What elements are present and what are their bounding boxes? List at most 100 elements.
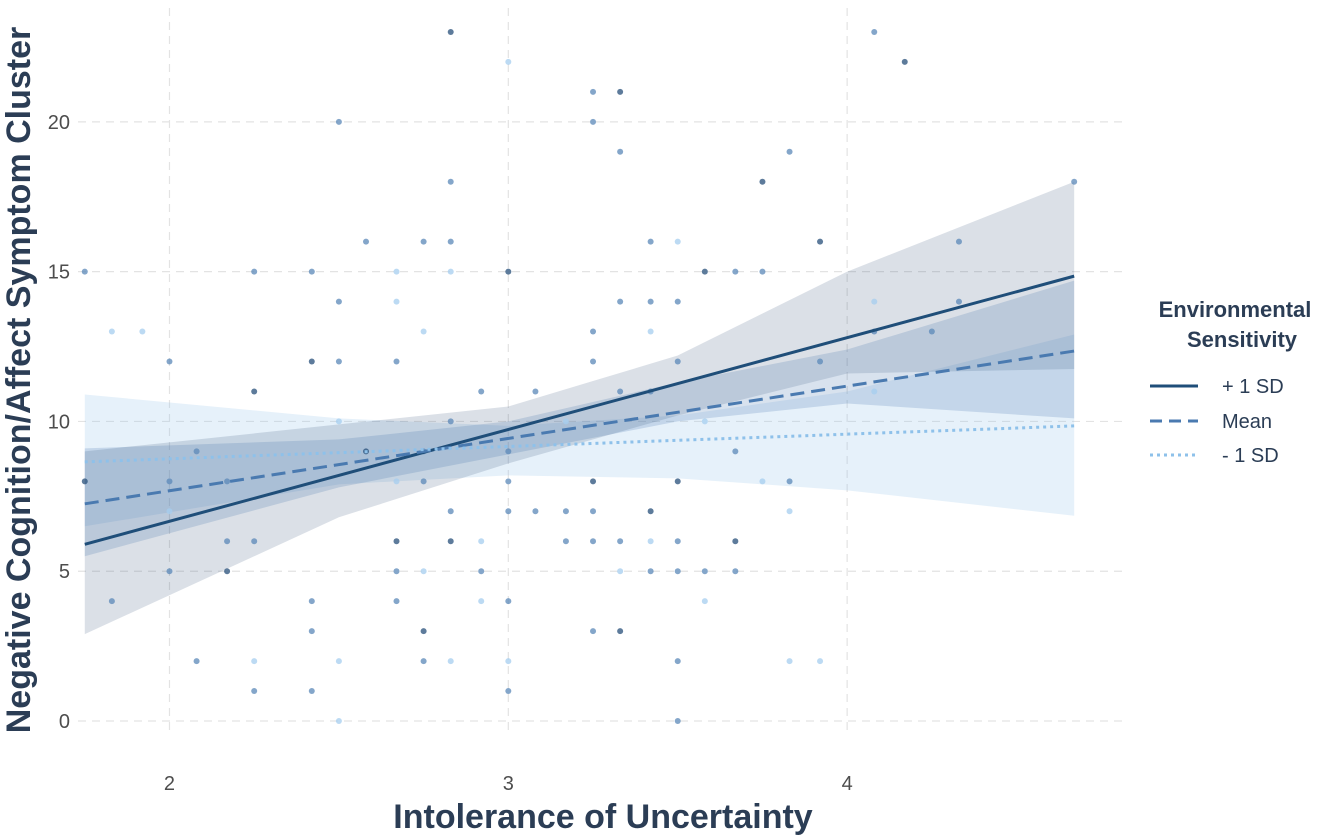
data-point — [447, 178, 454, 185]
x-tick-label: 3 — [503, 773, 514, 795]
legend-label-mean: Mean — [1222, 411, 1272, 433]
data-point — [81, 268, 88, 275]
data-point — [251, 538, 258, 545]
data-point — [108, 598, 115, 605]
data-point — [817, 238, 824, 245]
data-point — [139, 328, 146, 335]
data-point — [420, 568, 427, 575]
data-point — [617, 298, 624, 305]
data-point — [817, 358, 824, 365]
data-point — [759, 478, 766, 485]
data-point — [335, 418, 342, 425]
data-point — [166, 358, 173, 365]
data-point — [505, 58, 512, 65]
data-point — [674, 538, 681, 545]
legend-title-line1: Environmental — [1159, 297, 1312, 322]
data-point — [166, 478, 173, 485]
data-point — [532, 388, 539, 395]
data-points — [81, 28, 1078, 725]
data-point — [617, 148, 624, 155]
data-point — [562, 538, 569, 545]
data-point — [447, 658, 454, 665]
data-point — [901, 58, 908, 65]
data-point — [817, 658, 824, 665]
data-point — [617, 88, 624, 95]
data-point — [871, 28, 878, 35]
data-point — [786, 658, 793, 665]
data-point — [308, 358, 315, 365]
data-point — [871, 388, 878, 395]
y-tick-label: 5 — [59, 561, 70, 583]
data-point — [335, 298, 342, 305]
data-point — [478, 598, 485, 605]
confidence-bands — [84, 181, 1075, 635]
data-point — [224, 538, 231, 545]
data-point — [166, 568, 173, 575]
data-point — [420, 658, 427, 665]
data-point — [505, 688, 512, 695]
data-point — [478, 388, 485, 395]
data-point — [505, 478, 512, 485]
data-point — [674, 568, 681, 575]
x-axis-ticks: 2 3 4 — [164, 773, 853, 795]
data-point — [393, 298, 400, 305]
data-point — [647, 508, 654, 515]
legend-title-line2: Sensitivity — [1187, 327, 1298, 352]
data-point — [251, 688, 258, 695]
data-point — [732, 568, 739, 575]
data-point — [505, 508, 512, 515]
data-point — [617, 388, 624, 395]
data-point — [732, 538, 739, 545]
data-point — [590, 628, 597, 635]
data-point — [81, 478, 88, 485]
data-point — [1071, 178, 1078, 185]
data-point — [647, 538, 654, 545]
data-point — [251, 388, 258, 395]
data-point — [562, 418, 569, 425]
data-point — [505, 598, 512, 605]
data-point — [251, 658, 258, 665]
data-point — [505, 448, 512, 455]
data-point — [478, 538, 485, 545]
data-point — [701, 598, 708, 605]
ci-band-mean — [84, 280, 1075, 557]
data-point — [647, 298, 654, 305]
data-point — [166, 508, 173, 515]
data-point — [732, 448, 739, 455]
data-point — [590, 478, 597, 485]
data-point — [590, 118, 597, 125]
data-point — [617, 628, 624, 635]
regression-lines — [84, 274, 1075, 546]
data-point — [393, 478, 400, 485]
data-point — [224, 568, 231, 575]
regression-line-plus-1sd — [84, 274, 1075, 546]
data-point — [617, 568, 624, 575]
data-point — [674, 478, 681, 485]
data-point — [674, 298, 681, 305]
data-point — [701, 418, 708, 425]
data-point — [308, 628, 315, 635]
x-tick-label: 4 — [842, 773, 853, 795]
data-point — [335, 358, 342, 365]
data-point — [674, 238, 681, 245]
data-point — [224, 478, 231, 485]
data-point — [674, 658, 681, 665]
data-point — [393, 268, 400, 275]
data-point — [308, 268, 315, 275]
data-point — [759, 178, 766, 185]
y-tick-label: 15 — [48, 262, 70, 284]
data-point — [393, 538, 400, 545]
data-point — [447, 238, 454, 245]
data-point — [786, 478, 793, 485]
data-point — [701, 568, 708, 575]
data-point — [393, 358, 400, 365]
data-point — [447, 538, 454, 545]
data-point — [335, 718, 342, 725]
data-point — [420, 478, 427, 485]
data-point — [647, 568, 654, 575]
data-point — [108, 328, 115, 335]
data-point — [447, 418, 454, 425]
data-point — [590, 328, 597, 335]
data-point — [617, 538, 624, 545]
